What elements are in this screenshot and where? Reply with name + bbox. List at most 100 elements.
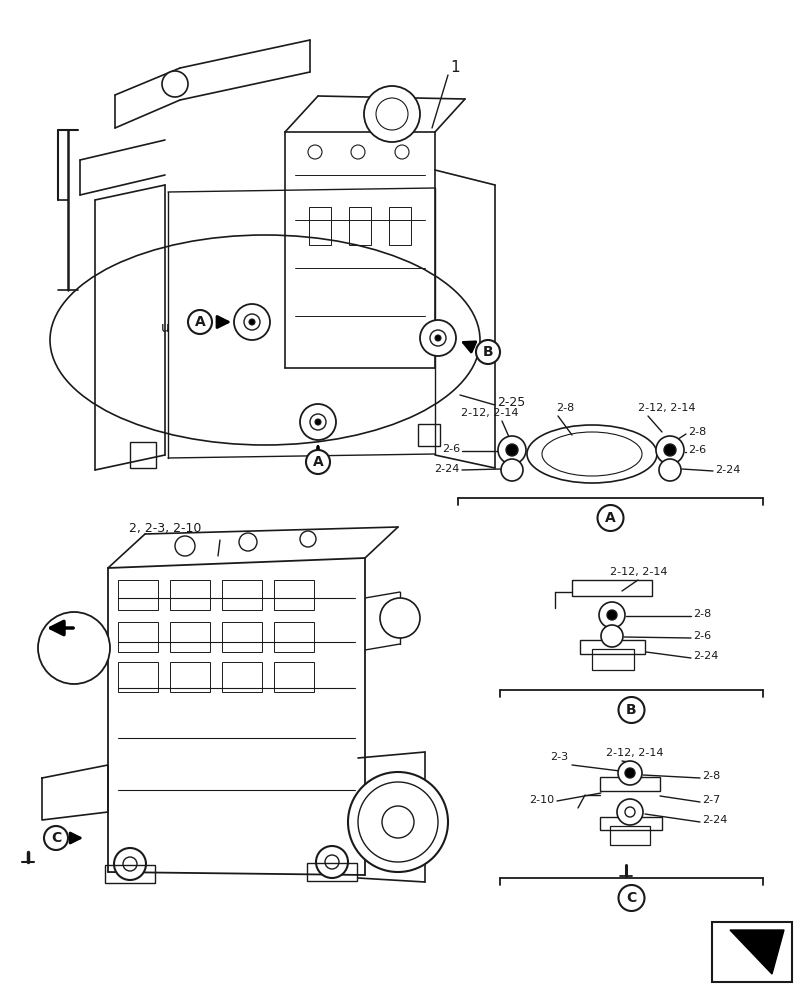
Bar: [274, 662, 314, 692]
Circle shape: [381, 806, 414, 838]
Circle shape: [497, 436, 525, 464]
Text: A: A: [194, 315, 205, 329]
Text: u: u: [161, 321, 169, 335]
Text: 2-6: 2-6: [442, 444, 459, 454]
Text: 2-12, 2-14: 2-12, 2-14: [605, 748, 662, 758]
Polygon shape: [729, 930, 783, 974]
Bar: [169, 662, 210, 692]
Bar: [711, 922, 791, 982]
Bar: [222, 662, 262, 692]
Text: 2-24: 2-24: [701, 815, 727, 825]
Circle shape: [655, 436, 683, 464]
Text: A: A: [605, 511, 615, 525]
Text: B: B: [482, 345, 493, 359]
Text: C: C: [626, 891, 636, 905]
Circle shape: [624, 807, 634, 817]
Circle shape: [419, 320, 455, 356]
Circle shape: [315, 419, 320, 425]
Bar: [609, 826, 649, 845]
Text: 2-8: 2-8: [556, 403, 573, 413]
Circle shape: [624, 768, 634, 778]
Bar: [105, 865, 155, 883]
Text: 2-24: 2-24: [434, 464, 459, 474]
Circle shape: [348, 772, 447, 872]
Bar: [169, 580, 210, 610]
Text: 2-10: 2-10: [528, 795, 553, 805]
Text: B: B: [626, 703, 636, 717]
Text: 2-25: 2-25: [496, 395, 524, 408]
Circle shape: [618, 885, 644, 911]
Bar: [599, 817, 661, 830]
Circle shape: [243, 314, 259, 330]
Text: A: A: [312, 455, 323, 469]
Circle shape: [175, 536, 195, 556]
Circle shape: [598, 602, 624, 628]
Circle shape: [505, 444, 517, 456]
Circle shape: [430, 330, 446, 346]
Bar: [118, 662, 158, 692]
Circle shape: [238, 533, 257, 551]
Circle shape: [606, 610, 616, 620]
Bar: [274, 580, 314, 610]
Bar: [418, 424, 439, 446]
Text: 2-3: 2-3: [549, 752, 567, 762]
Bar: [571, 580, 651, 596]
Circle shape: [324, 855, 339, 869]
Text: 2-6: 2-6: [692, 631, 710, 641]
Circle shape: [351, 145, 365, 159]
Text: C: C: [51, 831, 61, 845]
Circle shape: [357, 782, 438, 862]
Circle shape: [44, 826, 68, 850]
Bar: [222, 580, 262, 610]
Circle shape: [308, 145, 321, 159]
Circle shape: [618, 761, 642, 785]
Bar: [118, 580, 158, 610]
Bar: [222, 622, 262, 652]
Bar: [349, 207, 370, 245]
Circle shape: [616, 799, 642, 825]
Circle shape: [123, 857, 137, 871]
Bar: [389, 207, 410, 245]
Text: 2-7: 2-7: [701, 795, 719, 805]
Text: 2-8: 2-8: [701, 771, 719, 781]
Circle shape: [380, 598, 419, 638]
Circle shape: [234, 304, 270, 340]
Circle shape: [114, 848, 146, 880]
Text: 2, 2-3, 2-10: 2, 2-3, 2-10: [128, 522, 201, 535]
Bar: [169, 622, 210, 652]
Circle shape: [601, 625, 622, 647]
Bar: [599, 777, 659, 791]
Circle shape: [618, 697, 644, 723]
Text: 2-12, 2-14: 2-12, 2-14: [461, 408, 518, 418]
Circle shape: [597, 505, 622, 531]
Bar: [591, 649, 634, 670]
Bar: [307, 863, 357, 881]
Circle shape: [249, 319, 255, 325]
Circle shape: [188, 310, 212, 334]
Text: 1: 1: [450, 60, 459, 76]
Circle shape: [364, 86, 419, 142]
Circle shape: [434, 335, 441, 341]
Bar: [579, 640, 644, 654]
Bar: [130, 442, 156, 468]
Circle shape: [376, 98, 407, 130]
Circle shape: [310, 414, 325, 430]
Text: 2-24: 2-24: [714, 465, 740, 475]
Text: 2-12, 2-14: 2-12, 2-14: [609, 567, 666, 577]
Text: 2-24: 2-24: [692, 651, 718, 661]
Circle shape: [300, 531, 316, 547]
Circle shape: [316, 846, 348, 878]
Circle shape: [38, 612, 110, 684]
Text: 2-8: 2-8: [687, 427, 705, 437]
Circle shape: [500, 459, 522, 481]
Text: 2-6: 2-6: [687, 445, 705, 455]
Circle shape: [161, 71, 188, 97]
Bar: [274, 622, 314, 652]
Circle shape: [663, 444, 675, 456]
Circle shape: [658, 459, 680, 481]
Circle shape: [306, 450, 329, 474]
Bar: [118, 622, 158, 652]
Text: 2-12, 2-14: 2-12, 2-14: [638, 403, 695, 413]
Circle shape: [394, 145, 409, 159]
Bar: [308, 207, 331, 245]
